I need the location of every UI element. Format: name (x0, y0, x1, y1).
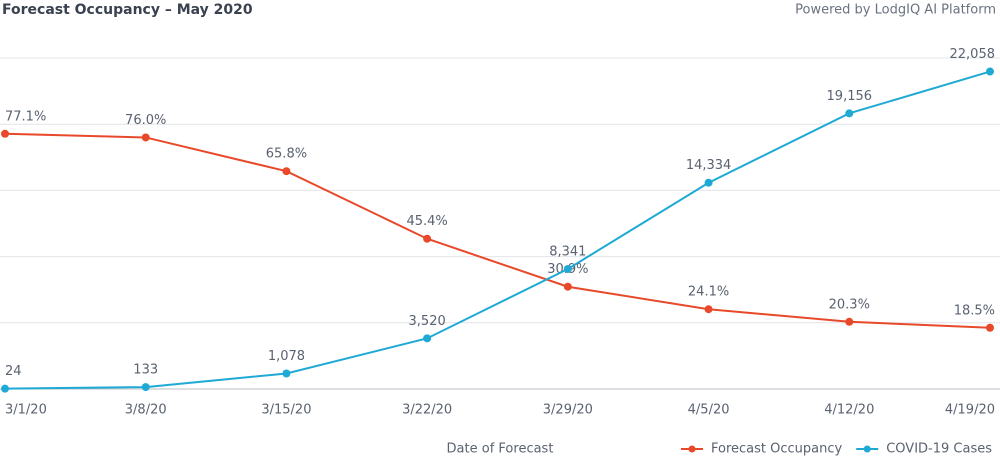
data-label: 3,520 (409, 314, 446, 329)
legend-label: COVID-19 Cases (886, 442, 992, 456)
x-tick-label: 3/29/20 (543, 403, 593, 418)
data-label: 18.5% (954, 303, 995, 318)
data-label: 8,341 (549, 244, 586, 259)
data-point (704, 178, 713, 187)
data-label: 45.4% (406, 214, 447, 229)
data-point (1, 129, 9, 138)
data-point (423, 234, 432, 243)
data-label: 76.0% (125, 113, 166, 128)
series-line (4, 132, 991, 329)
x-tick-label: 3/22/20 (402, 403, 452, 418)
legend-swatch (863, 445, 871, 453)
data-label: 22,058 (950, 47, 996, 62)
x-tick-label: 4/12/20 (824, 403, 874, 418)
data-label: 19,156 (827, 89, 873, 104)
data-point (845, 109, 854, 118)
data-point (1, 384, 9, 393)
data-point (282, 167, 291, 176)
data-point (423, 334, 432, 343)
data-point (704, 305, 713, 314)
chart-title: Forecast Occupancy – May 2020 (2, 2, 253, 18)
data-label: 77.1% (5, 109, 46, 124)
data-label: 24.1% (688, 285, 729, 300)
data-label: 14,334 (686, 158, 732, 173)
series-line (4, 70, 991, 390)
data-point (141, 133, 150, 142)
data-point (986, 323, 994, 332)
x-tick-label: 3/8/20 (125, 403, 167, 418)
data-point (141, 383, 150, 392)
data-label: 65.8% (266, 147, 307, 162)
x-tick-label: 3/15/20 (261, 403, 311, 418)
data-point (845, 317, 854, 326)
data-label: 1,078 (268, 349, 305, 364)
x-tick-label: 3/1/20 (5, 403, 47, 418)
chart-subtitle: Powered by LodgIQ AI Platform (795, 3, 996, 18)
data-label: 133 (133, 363, 158, 378)
x-axis-label: Date of Forecast (447, 442, 554, 456)
legend-label: Forecast Occupancy (711, 442, 843, 456)
data-label: 20.3% (829, 297, 870, 312)
x-tick-label: 4/19/20 (945, 403, 995, 418)
data-label: 24 (5, 364, 22, 379)
data-point (563, 264, 572, 273)
legend-swatch (688, 445, 696, 453)
x-tick-label: 4/5/20 (688, 403, 730, 418)
data-point (563, 282, 572, 291)
data-point (986, 67, 994, 76)
data-point (282, 369, 291, 378)
